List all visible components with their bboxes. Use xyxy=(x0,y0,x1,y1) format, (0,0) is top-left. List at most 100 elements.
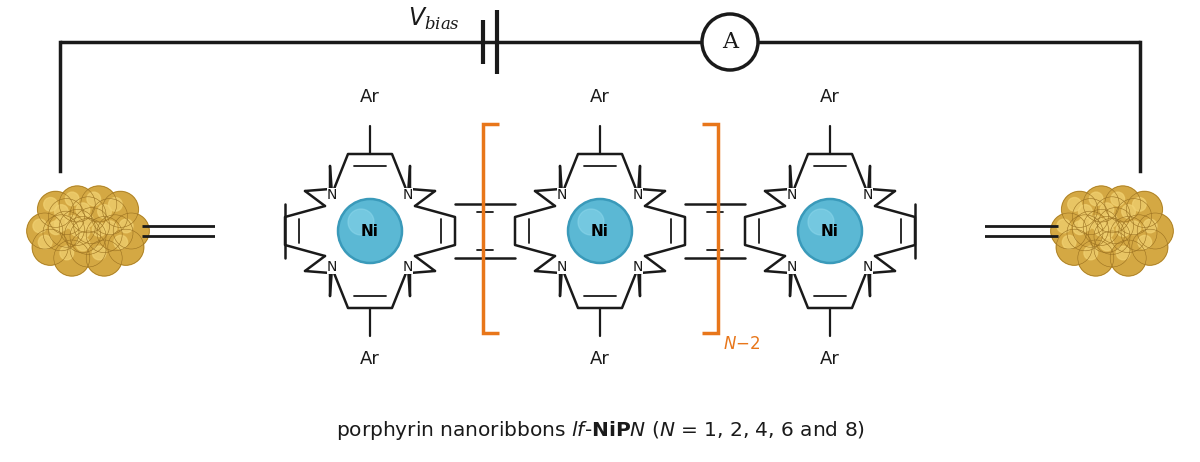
Circle shape xyxy=(1094,223,1109,237)
Text: Ar: Ar xyxy=(590,88,610,106)
Circle shape xyxy=(70,231,106,267)
Circle shape xyxy=(1111,192,1124,206)
Text: Ar: Ar xyxy=(360,88,380,106)
Circle shape xyxy=(54,217,68,231)
Circle shape xyxy=(1100,225,1114,238)
Circle shape xyxy=(86,217,122,253)
Text: A: A xyxy=(722,31,738,53)
Circle shape xyxy=(1110,240,1146,276)
Circle shape xyxy=(65,192,79,206)
Text: N: N xyxy=(787,188,797,202)
Circle shape xyxy=(1078,240,1114,276)
Circle shape xyxy=(1127,191,1163,227)
Circle shape xyxy=(1088,217,1124,253)
Circle shape xyxy=(70,197,106,233)
Circle shape xyxy=(86,240,122,276)
Circle shape xyxy=(1073,221,1087,235)
Circle shape xyxy=(568,199,632,263)
Circle shape xyxy=(1132,229,1168,265)
Circle shape xyxy=(1062,191,1098,227)
Circle shape xyxy=(1084,246,1098,260)
Text: N: N xyxy=(632,260,643,274)
Circle shape xyxy=(1116,199,1152,235)
Circle shape xyxy=(1094,231,1130,267)
Circle shape xyxy=(38,235,52,249)
Text: N: N xyxy=(787,260,797,274)
Text: N: N xyxy=(557,188,568,202)
Circle shape xyxy=(48,199,84,235)
Circle shape xyxy=(1100,237,1114,251)
Circle shape xyxy=(348,209,374,235)
Circle shape xyxy=(76,225,90,238)
Circle shape xyxy=(1127,221,1141,235)
Circle shape xyxy=(32,229,68,265)
Text: porphyrin nanoribbons $\mathit{lf}$-$\mathbf{NiP}$$\mathit{N}$ ($\mathit{N}$ = 1: porphyrin nanoribbons $\mathit{lf}$-$\ma… xyxy=(336,419,864,442)
Circle shape xyxy=(65,215,79,229)
Circle shape xyxy=(91,199,127,235)
Circle shape xyxy=(71,223,84,237)
Circle shape xyxy=(1138,235,1152,249)
Circle shape xyxy=(54,240,90,276)
Text: Ni: Ni xyxy=(592,224,608,238)
Circle shape xyxy=(1079,205,1092,219)
Circle shape xyxy=(1073,211,1109,247)
Circle shape xyxy=(1116,246,1130,260)
Text: $V_{\mathregular{bias}}$: $V_{\mathregular{bias}}$ xyxy=(408,6,460,32)
Circle shape xyxy=(1144,219,1157,233)
Circle shape xyxy=(86,192,101,206)
Circle shape xyxy=(338,199,402,263)
Circle shape xyxy=(32,219,47,233)
Circle shape xyxy=(1079,217,1092,231)
Text: N: N xyxy=(632,188,643,202)
Circle shape xyxy=(1094,219,1130,255)
Circle shape xyxy=(26,213,62,249)
Circle shape xyxy=(65,217,101,253)
Circle shape xyxy=(1084,209,1120,245)
Circle shape xyxy=(1056,229,1092,265)
Circle shape xyxy=(1062,235,1076,249)
Circle shape xyxy=(798,199,862,263)
Circle shape xyxy=(92,246,106,260)
Circle shape xyxy=(578,209,604,235)
Text: Ar: Ar xyxy=(820,88,840,106)
Circle shape xyxy=(43,198,58,211)
Circle shape xyxy=(108,229,144,265)
Text: N: N xyxy=(403,188,413,202)
Circle shape xyxy=(1105,186,1141,222)
Circle shape xyxy=(97,215,133,251)
Circle shape xyxy=(1116,223,1130,237)
Circle shape xyxy=(1122,205,1135,219)
Circle shape xyxy=(70,219,106,255)
Text: N: N xyxy=(326,260,337,274)
Circle shape xyxy=(49,221,62,235)
Circle shape xyxy=(1068,198,1081,211)
Circle shape xyxy=(702,14,758,70)
Text: N: N xyxy=(326,188,337,202)
Circle shape xyxy=(1057,219,1070,233)
Circle shape xyxy=(1094,197,1130,233)
Circle shape xyxy=(1073,199,1109,235)
Circle shape xyxy=(114,235,127,249)
Circle shape xyxy=(103,221,116,235)
Circle shape xyxy=(102,191,138,227)
Circle shape xyxy=(48,211,84,247)
Circle shape xyxy=(113,213,149,249)
Text: N: N xyxy=(863,188,874,202)
Circle shape xyxy=(43,215,79,251)
Text: N: N xyxy=(557,260,568,274)
Circle shape xyxy=(76,237,90,251)
Circle shape xyxy=(37,191,73,227)
Circle shape xyxy=(1100,203,1114,217)
Circle shape xyxy=(1110,217,1146,253)
Circle shape xyxy=(1104,214,1117,227)
Circle shape xyxy=(97,205,112,219)
Circle shape xyxy=(1067,215,1103,251)
Text: Ar: Ar xyxy=(360,350,380,368)
Circle shape xyxy=(1090,215,1103,229)
Circle shape xyxy=(119,219,133,233)
Circle shape xyxy=(1084,186,1120,222)
Circle shape xyxy=(808,209,834,235)
Circle shape xyxy=(59,186,95,222)
Circle shape xyxy=(1133,198,1146,211)
Text: N: N xyxy=(403,260,413,274)
